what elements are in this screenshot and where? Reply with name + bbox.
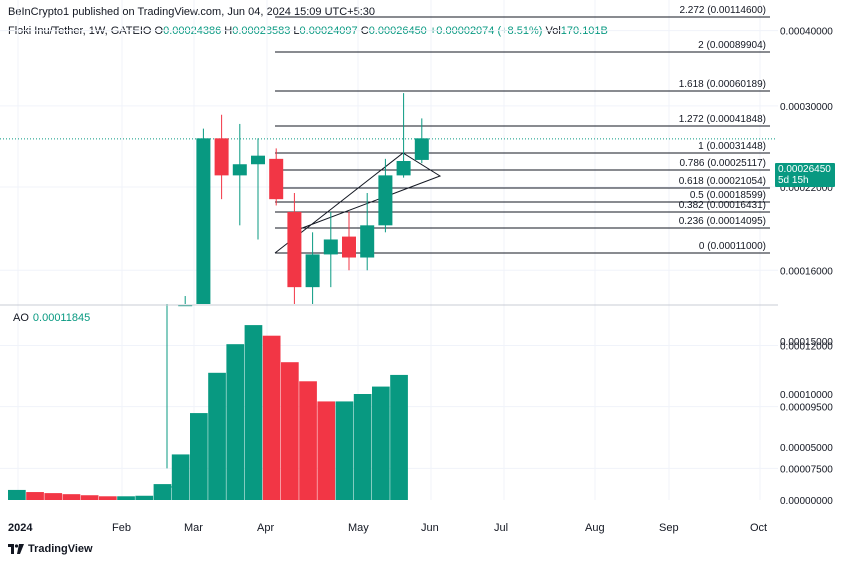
candle-body (232, 164, 247, 176)
ao-bar (44, 493, 63, 500)
ao-bar (135, 495, 154, 500)
time-axis-label: Feb (112, 522, 131, 534)
price-axis-label: 0.00007500 (780, 464, 833, 475)
fib-level-label: 1.272 (0.00041848) (679, 114, 766, 125)
channel-line (274, 152, 442, 254)
time-axis-label: 2024 (8, 522, 33, 534)
fib-level-label: 1 (0.00031448) (698, 141, 766, 152)
price-axis-label: 0.00030000 (780, 102, 833, 113)
ao-bar (244, 325, 263, 500)
fib-level-label: 0.236 (0.00014095) (679, 216, 766, 227)
tradingview-logo[interactable]: TradingView (8, 543, 93, 555)
ao-bar (153, 484, 172, 500)
ao-axis-label: 0.00010000 (780, 390, 833, 401)
price-axis-label: 0.00016000 (780, 266, 833, 277)
symbol-legend: Floki Inu/Tether, 1W, GATEIO O0.00024386… (8, 25, 608, 38)
ao-axis-label: 0.00000000 (780, 496, 833, 507)
axes: 0.001200000.000900000.000700000.00055000… (0, 27, 833, 534)
trend-channel (0, 138, 775, 254)
candle-body (287, 211, 302, 288)
price-axis-label: 0.00012000 (780, 342, 833, 353)
ao-bar (226, 344, 245, 500)
time-axis-label: Jun (421, 522, 439, 534)
ao-bar (117, 496, 135, 500)
time-axis-label: Apr (257, 522, 274, 534)
fib-level-label: 0 (0.00011000) (699, 241, 766, 252)
fib-level-label: 2.272 (0.00114600) (679, 5, 766, 16)
ao-bar (171, 454, 190, 500)
candle-body (269, 158, 284, 200)
time-axis-label: Aug (585, 522, 605, 534)
candle-body (396, 160, 411, 176)
candle-body (360, 225, 375, 258)
price-axis-label: 0.00040000 (780, 27, 833, 38)
brand-name: TradingView (28, 543, 93, 555)
candle-body (378, 175, 393, 226)
ao-bar (8, 489, 26, 500)
bar-countdown: 5d 15h (778, 175, 809, 186)
price-axis-label: 0.00009500 (780, 403, 833, 414)
ao-bar (26, 492, 44, 500)
fib-level-label: 0.618 (0.00021054) (679, 176, 766, 187)
ao-legend[interactable]: AO 0.00011845 (13, 312, 90, 324)
candlestick-series (160, 93, 429, 488)
candle-body (305, 254, 320, 288)
fib-level-label: 0.786 (0.00025117) (679, 158, 766, 169)
last-price: 0.00026450 (778, 164, 831, 175)
time-axis-label: Oct (750, 522, 767, 534)
ao-bar (390, 374, 408, 500)
ao-bar (372, 386, 390, 500)
time-axis-label: May (348, 522, 369, 534)
ao-histogram (8, 325, 408, 500)
time-axis-label: Jul (494, 522, 508, 534)
fib-retracement: 2.272 (0.00114600) 2 (0.00089904) 1.618 (0… (275, 5, 770, 254)
ao-bar (353, 394, 372, 500)
ao-bar (335, 401, 354, 500)
candle-body (414, 138, 429, 160)
time-axis-label: Sep (659, 522, 679, 534)
candle-body (178, 305, 193, 307)
published-caption: BeInCrypto1 published on TradingView.com… (8, 6, 376, 18)
ao-bar (80, 495, 99, 500)
fib-level-label: 0.382 (0.00016431) (679, 200, 766, 211)
ao-bar (99, 496, 117, 500)
candle-body (342, 236, 356, 258)
candle-body (251, 155, 265, 165)
ao-bar (299, 381, 317, 500)
candle-body (323, 239, 338, 255)
fib-level-label: 0.5 (0.00018599) (690, 190, 766, 201)
last-price-badge: 0.00026450 5d 15h (775, 163, 835, 187)
tradingview-logo-icon (8, 544, 24, 554)
ao-axis-label: 0.00005000 (780, 443, 833, 454)
ao-bar (190, 413, 208, 500)
ao-label: AO (13, 312, 29, 324)
ao-value: 0.00011845 (32, 312, 91, 324)
candle-body (196, 138, 211, 304)
ao-bar (281, 362, 299, 500)
fib-level-label: 2 (0.00089904) (698, 40, 766, 51)
price-axis-label: 0.00022000 (780, 183, 833, 194)
candle-body (214, 138, 229, 176)
ao-bar (208, 372, 226, 500)
ao-axis-label: 0.00015000 (780, 337, 833, 348)
ao-bar (262, 335, 281, 500)
fib-level-label: 1.618 (0.00060189) (679, 79, 766, 90)
ao-bar (317, 401, 336, 500)
ao-bar (62, 494, 81, 500)
time-axis-label: Mar (184, 522, 203, 534)
